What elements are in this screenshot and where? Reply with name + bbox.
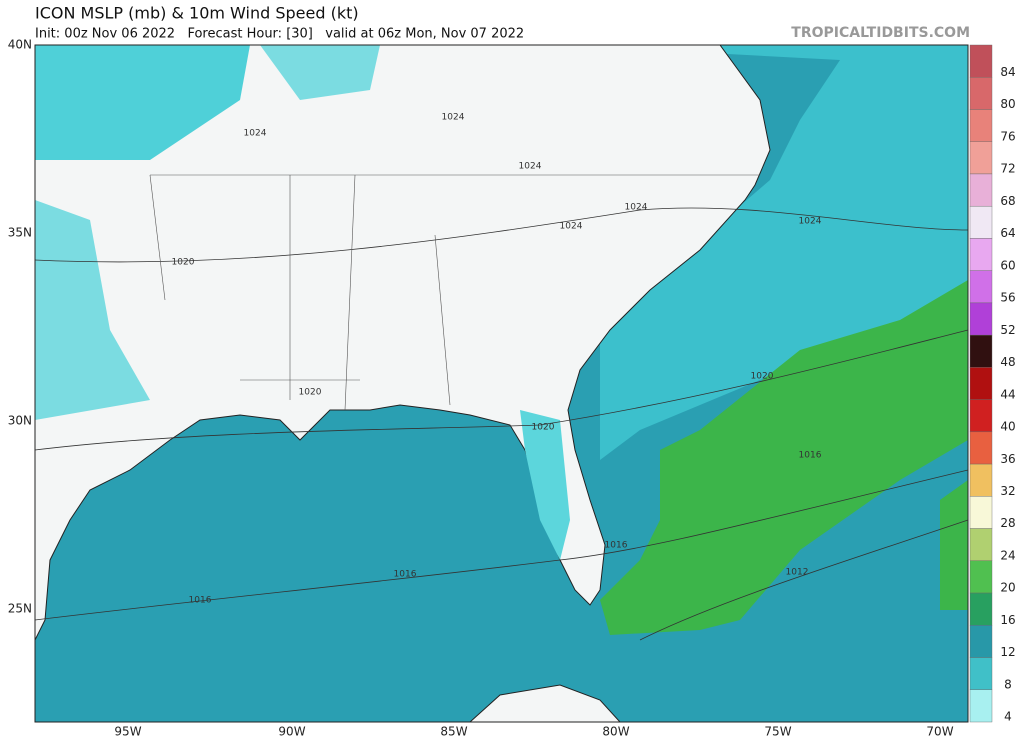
- isobar-label: 1024: [519, 162, 542, 172]
- isobar-label: 1024: [799, 217, 822, 227]
- isobar-label: 1024: [442, 113, 465, 123]
- isobar-label: 1016: [799, 451, 822, 461]
- lon-label: 90W: [278, 725, 305, 739]
- colorbar-label: 24: [1000, 548, 1015, 562]
- wind-patch: [35, 200, 150, 420]
- colorbar-cell: [969, 238, 993, 271]
- wind-patch: [520, 410, 570, 560]
- colorbar-cell: [969, 431, 993, 465]
- labels: 40N 35N 30N 25N 95W 90W 85W 80W 75W 70W 1024 1024 10…: [8, 38, 1016, 739]
- colorbar-label: 32: [1000, 484, 1015, 498]
- isobars: [34, 207, 969, 641]
- lat-label: 35N: [8, 226, 32, 240]
- colorbar-label: 28: [1000, 516, 1015, 530]
- colorbar-label: 80: [1000, 97, 1015, 111]
- isobar-label: 1016: [605, 541, 628, 551]
- lon-label: 75W: [764, 725, 791, 739]
- watermark: TROPICALTIDBITS.COM: [791, 25, 970, 41]
- colorbar-label: 84: [1000, 65, 1015, 79]
- isobar-label: 1016: [189, 596, 212, 606]
- colorbar-label: 12: [1000, 645, 1015, 659]
- colorbar-cell: [969, 334, 993, 368]
- wind-patch: [35, 45, 250, 160]
- colorbar-cell: [969, 109, 993, 142]
- colorbar-label: 8: [1004, 677, 1012, 691]
- isobar-label: 1020: [751, 372, 774, 382]
- isobar-label: 1020: [299, 388, 322, 398]
- colorbar-label: 60: [1000, 258, 1015, 272]
- colorbar-cell: [969, 77, 993, 110]
- colorbar-cell: [969, 141, 993, 175]
- colorbar-label: 52: [1000, 323, 1015, 337]
- lat-label: 40N: [8, 38, 32, 52]
- colorbar-label: 72: [1000, 162, 1015, 176]
- lon-label: 70W: [926, 725, 953, 739]
- title: ICON MSLP (mb) & 10m Wind Speed (kt): [35, 4, 359, 23]
- colorbar-cell: [969, 528, 993, 562]
- colorbar-cell: [969, 302, 993, 336]
- lat-label: 25N: [8, 602, 32, 616]
- colorbar-label: 40: [1000, 420, 1015, 434]
- colorbar-cell: [969, 689, 993, 723]
- wind-strong: [600, 280, 968, 635]
- isobar-label: 1020: [172, 258, 195, 268]
- wind-patch: [260, 45, 380, 100]
- wind-strong: [940, 480, 968, 610]
- lon-label: 85W: [440, 725, 467, 739]
- map-frame: [34, 44, 969, 723]
- lat-label: 30N: [8, 414, 32, 428]
- lon-label: 80W: [602, 725, 629, 739]
- colorbar-label: 4: [1004, 710, 1012, 724]
- isobar-label: 1024: [560, 222, 583, 232]
- colorbar-cell: [969, 367, 993, 400]
- colorbar-label: 20: [1000, 581, 1015, 595]
- colorbar-cell: [969, 560, 993, 594]
- colorbar-label: 48: [1000, 355, 1015, 369]
- colorbar-cell: [969, 592, 993, 626]
- colorbar-label: 64: [1000, 226, 1015, 240]
- isobar-label: 1024: [625, 203, 648, 213]
- colorbar-cell: [969, 44, 993, 78]
- colorbar-cell: [969, 173, 993, 207]
- isobar-label: 1012: [786, 568, 809, 578]
- colorbar-label: 76: [1000, 129, 1015, 143]
- colorbar-label: 16: [1000, 613, 1015, 627]
- colorbar-cell: [969, 657, 993, 690]
- colorbar-label: 68: [1000, 194, 1015, 208]
- state-borders: [149, 174, 760, 411]
- ocean-shallow: [560, 45, 968, 460]
- isobar-label: 1016: [394, 570, 417, 580]
- map: [34, 44, 969, 723]
- colorbar-label: 56: [1000, 291, 1015, 305]
- subtitle: Init: 00z Nov 06 2022 Forecast Hour: [30…: [35, 27, 524, 42]
- colorbar-cell: [969, 399, 993, 433]
- colorbar-cell: [969, 625, 993, 658]
- colorbar-cell: [969, 205, 993, 239]
- colorbar-label: 44: [1000, 387, 1015, 401]
- isobar-label: 1020: [532, 423, 555, 433]
- colorbar-cell: [969, 463, 993, 497]
- isobar-label: 1024: [244, 129, 267, 139]
- colorbar-label: 36: [1000, 452, 1015, 466]
- lon-label: 95W: [114, 725, 141, 739]
- colorbar-cell: [969, 496, 993, 529]
- colorbar-cell: [969, 270, 993, 304]
